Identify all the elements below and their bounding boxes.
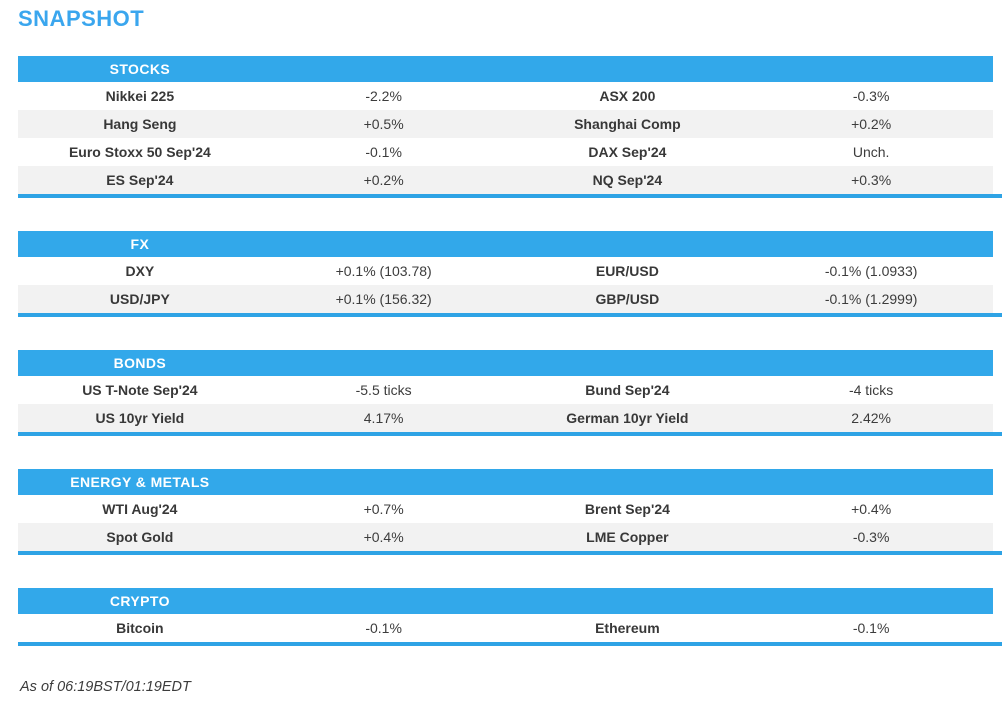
instrument-change: +0.4%	[851, 501, 892, 517]
section-header-bar: BONDS	[18, 350, 993, 376]
instrument-name: German 10yr Yield	[566, 410, 689, 426]
instrument-change: -0.1%	[365, 144, 402, 160]
table-row: USD/JPY +0.1% (156.32) GBP/USD -0.1% (1.…	[18, 285, 993, 313]
instrument-name: Ethereum	[595, 620, 660, 636]
instrument-change: -0.3%	[852, 529, 890, 545]
section-header-label: ENERGY & METALS	[70, 474, 210, 490]
page-title: SNAPSHOT	[18, 6, 145, 31]
section-header-bar: ENERGY & METALS	[18, 469, 993, 495]
section-rows: Bitcoin -0.1% Ethereum -0.1%	[18, 614, 993, 642]
instrument-name: Shanghai Comp	[574, 116, 681, 132]
instrument-name: NQ Sep'24	[592, 172, 663, 188]
section-crypto: CRYPTO Bitcoin -0.1% Ethereum -0.1%	[18, 588, 1002, 646]
instrument-change: +0.3%	[851, 172, 892, 188]
instrument-change: +0.2%	[851, 116, 892, 132]
instrument-name: Hang Seng	[103, 116, 177, 132]
section-energy-metals: ENERGY & METALS WTI Aug'24 +0.7% Brent S…	[18, 469, 1002, 555]
section-header-bar: CRYPTO	[18, 588, 993, 614]
instrument-name: ASX 200	[599, 88, 656, 104]
table-row: DXY +0.1% (103.78) EUR/USD -0.1% (1.0933…	[18, 257, 993, 285]
instrument-name: WTI Aug'24	[102, 501, 178, 517]
instrument-name: US 10yr Yield	[95, 410, 185, 426]
instrument-name: Euro Stoxx 50 Sep'24	[68, 144, 211, 160]
instrument-change: +0.2%	[363, 172, 404, 188]
section-header-label: FX	[130, 236, 150, 252]
instrument-name: Bund Sep'24	[585, 382, 670, 398]
instrument-change: 4.17%	[363, 410, 404, 426]
instrument-name: Spot Gold	[106, 529, 174, 545]
section-fx: FX DXY +0.1% (103.78) EUR/USD -0.1% (1.0…	[18, 231, 1002, 317]
instrument-change: +0.1% (103.78)	[335, 263, 432, 279]
instrument-name: Nikkei 225	[105, 88, 175, 104]
instrument-name: Brent Sep'24	[584, 501, 670, 517]
table-row: Spot Gold +0.4% LME Copper -0.3%	[18, 523, 993, 551]
instrument-change: 2.42%	[851, 410, 891, 426]
instrument-change: Unch.	[852, 144, 890, 160]
instrument-change: +0.7%	[363, 501, 404, 517]
instrument-change: -0.1% (1.0933)	[824, 263, 918, 279]
instrument-change: -0.1%	[365, 620, 402, 636]
table-row: ES Sep'24 +0.2% NQ Sep'24 +0.3%	[18, 166, 993, 194]
table-row: US T-Note Sep'24 -5.5 ticks Bund Sep'24 …	[18, 376, 993, 404]
table-row: Hang Seng +0.5% Shanghai Comp +0.2%	[18, 110, 993, 138]
instrument-name: DAX Sep'24	[588, 144, 667, 160]
instrument-change: -2.2%	[365, 88, 402, 104]
instrument-name: LME Copper	[586, 529, 669, 545]
table-row: Euro Stoxx 50 Sep'24 -0.1% DAX Sep'24 Un…	[18, 138, 993, 166]
instrument-change: -0.1%	[852, 620, 890, 636]
section-header-label: CRYPTO	[109, 593, 170, 609]
instrument-change: +0.1% (156.32)	[335, 291, 432, 307]
instrument-name: USD/JPY	[109, 291, 170, 307]
section-header-bar: FX	[18, 231, 993, 257]
instrument-change: -0.3%	[852, 88, 890, 104]
instrument-name: US T-Note Sep'24	[82, 382, 198, 398]
instrument-name: GBP/USD	[595, 291, 660, 307]
instrument-change: +0.5%	[363, 116, 404, 132]
table-row: US 10yr Yield 4.17% German 10yr Yield 2.…	[18, 404, 993, 432]
instrument-name: DXY	[125, 263, 155, 279]
section-rows: Nikkei 225 -2.2% ASX 200 -0.3% Hang Seng…	[18, 82, 993, 194]
section-bonds: BONDS US T-Note Sep'24 -5.5 ticks Bund S…	[18, 350, 1002, 436]
section-rows: US T-Note Sep'24 -5.5 ticks Bund Sep'24 …	[18, 376, 993, 432]
section-stocks: STOCKS Nikkei 225 -2.2% ASX 200 -0.3% Ha…	[18, 56, 1002, 198]
table-row: WTI Aug'24 +0.7% Brent Sep'24 +0.4%	[18, 495, 993, 523]
section-header-bar: STOCKS	[18, 56, 993, 82]
instrument-change: -4 ticks	[848, 382, 894, 398]
section-rows: WTI Aug'24 +0.7% Brent Sep'24 +0.4% Spot…	[18, 495, 993, 551]
instrument-change: -0.1% (1.2999)	[824, 291, 918, 307]
section-header-label: STOCKS	[109, 61, 171, 77]
timestamp: As of 06:19BST/01:19EDT	[20, 679, 191, 695]
instrument-name: EUR/USD	[595, 263, 659, 279]
section-header-label: BONDS	[113, 355, 167, 371]
instrument-change: +0.4%	[363, 529, 404, 545]
section-rows: DXY +0.1% (103.78) EUR/USD -0.1% (1.0933…	[18, 257, 993, 313]
table-row: Nikkei 225 -2.2% ASX 200 -0.3%	[18, 82, 993, 110]
table-row: Bitcoin -0.1% Ethereum -0.1%	[18, 614, 993, 642]
instrument-change: -5.5 ticks	[355, 382, 412, 398]
instrument-name: Bitcoin	[116, 620, 164, 636]
instrument-name: ES Sep'24	[106, 172, 174, 188]
